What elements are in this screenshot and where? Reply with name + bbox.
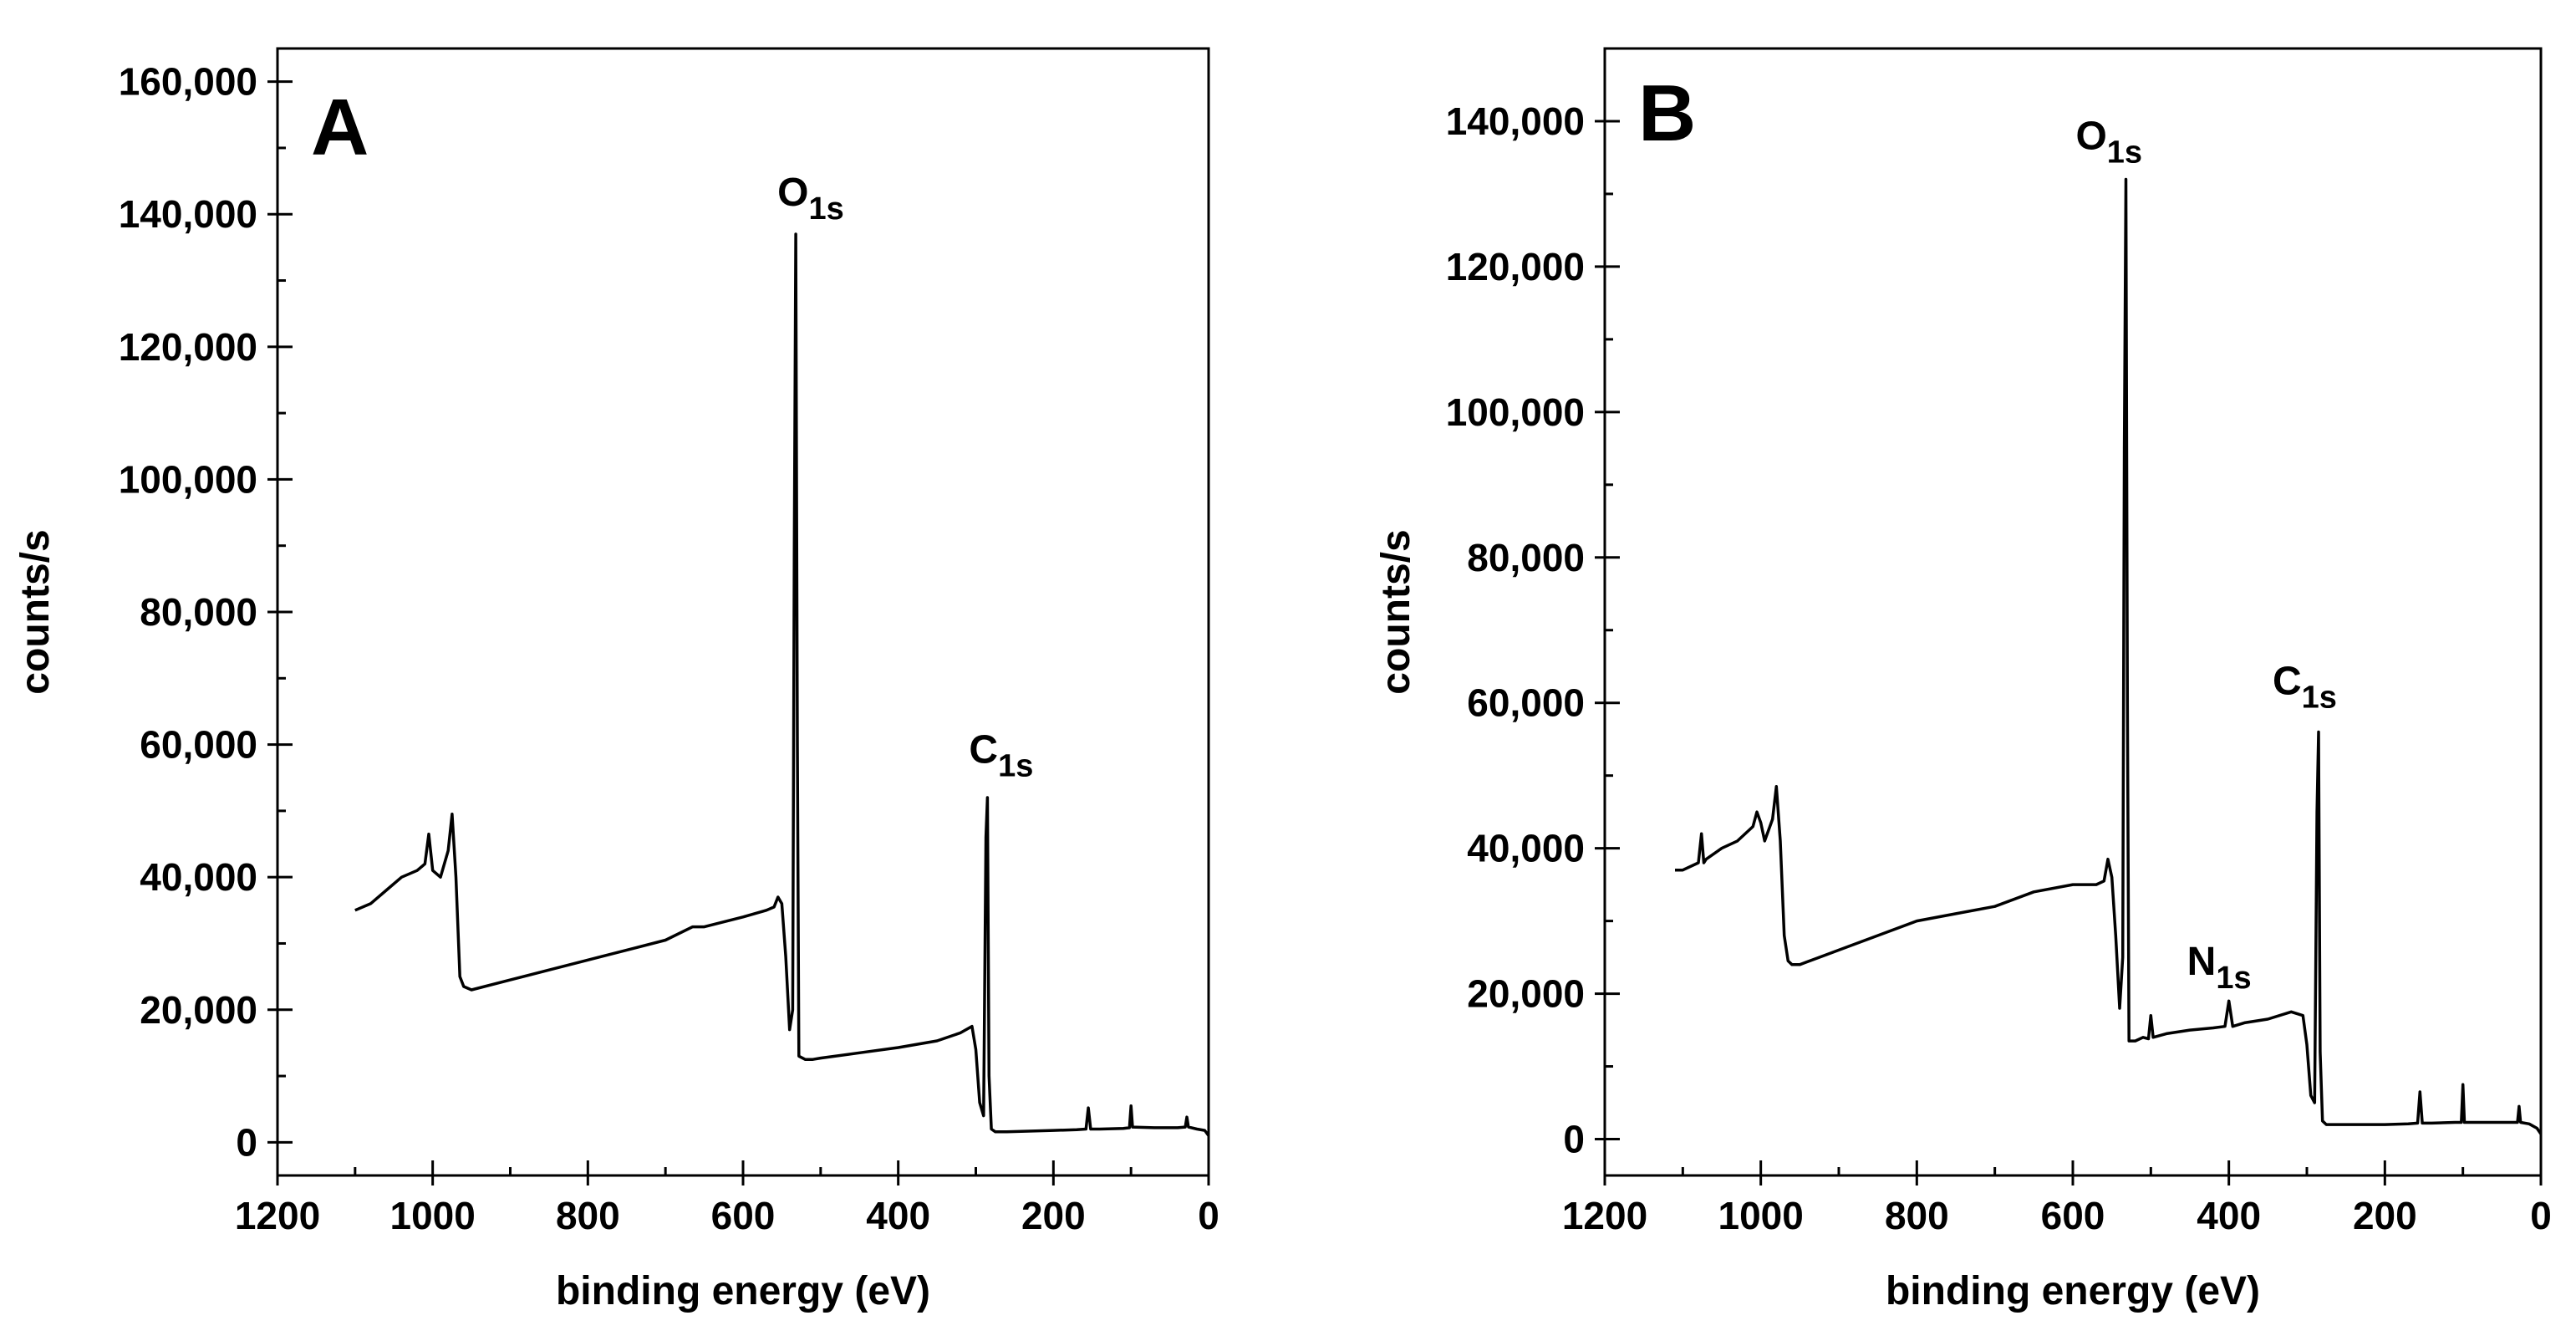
peak-label-o1s: O1s [2075,114,2142,170]
y-axis-label: counts/s [13,529,58,694]
y-tick-label: 100,000 [119,457,257,501]
plot-frame [1603,47,2543,1177]
x-tick-label: 600 [2041,1194,2105,1237]
x-tick-label: 1000 [1718,1194,1803,1237]
x-tick-label: 1000 [389,1194,475,1237]
peak-label-c1s: C1s [969,727,1033,783]
y-tick-label: 120,000 [1446,245,1585,288]
panel-b: 0 20,000 40,000 60,000 80,000 100,000 120,000 1… [1374,47,2552,1313]
plot-frame [276,47,1210,1177]
spectrum-line [354,232,1210,1137]
x-tick-label: 400 [866,1194,930,1237]
peak-label-c1s: C1s [2273,660,2337,716]
y-tick-label: 40,000 [1467,827,1585,870]
x-tick-label: 0 [1198,1194,1219,1237]
x-tick-label: 1200 [1562,1194,1647,1237]
y-tick-label: 20,000 [140,988,257,1032]
spectrum-line [1675,177,2543,1135]
x-tick-label: 800 [1885,1194,1949,1237]
y-tick-label: 160,000 [119,60,257,104]
y-tick-label: 80,000 [1467,536,1585,579]
y-tick-label: 120,000 [119,325,257,369]
y-tick-label: 0 [1563,1118,1585,1161]
x-tick-label: 800 [556,1194,620,1237]
x-axis-label: binding energy (eV) [1886,1269,2260,1313]
y-tick-label: 20,000 [1467,972,1585,1016]
y-tick-label: 0 [236,1120,257,1164]
x-tick-label: 200 [1021,1194,1086,1237]
x-tick-label: 0 [2530,1194,2552,1237]
x-tick-label: 600 [711,1194,776,1237]
y-tick-label: 140,000 [119,192,257,236]
panel-letter: B [1638,69,1696,158]
y-tick-label: 140,000 [1446,99,1585,143]
y-axis-label: counts/s [1374,529,1418,694]
x-tick-label: 400 [2197,1194,2261,1237]
panel-letter: A [311,83,369,172]
y-tick-label: 60,000 [1467,681,1585,725]
peak-label-o1s: O1s [777,171,844,227]
x-tick-label: 1200 [235,1194,320,1237]
y-tick-label: 100,000 [1446,390,1585,434]
panel-a: 0 20,000 40,000 60,000 80,000 100,000 120,000 1… [13,47,1219,1313]
y-tick-label: 60,000 [140,723,257,767]
y-tick-label: 80,000 [140,590,257,634]
peak-label-n1s: N1s [2187,940,2252,996]
y-tick-label: 40,000 [140,855,257,899]
x-tick-label: 200 [2353,1194,2417,1237]
x-axis-label: binding energy (eV) [556,1269,930,1313]
